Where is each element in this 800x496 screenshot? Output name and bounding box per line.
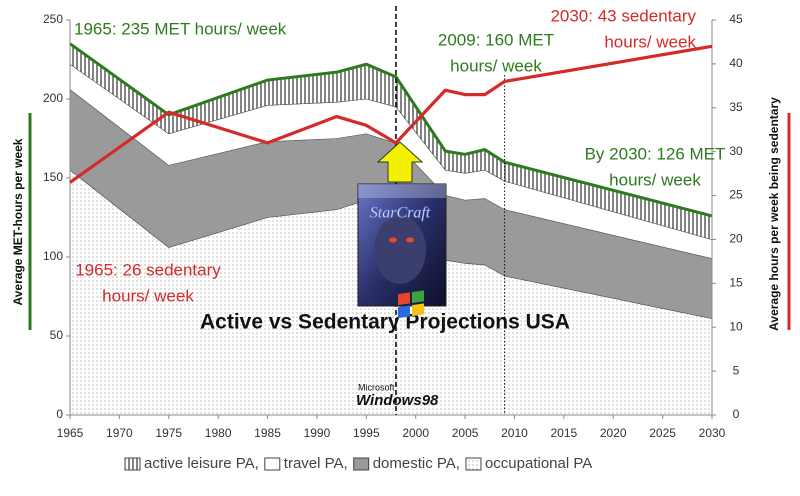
annotation: hours/ week (609, 170, 701, 189)
logo-tile (412, 303, 424, 317)
y-tick-label: 50 (50, 328, 64, 342)
legend: active leisure PA, travel PA, domestic PA,… (124, 455, 592, 472)
y-tick-label: 100 (43, 249, 63, 263)
annotation: 2009: 160 MET (438, 30, 554, 49)
x-tick-label: 1990 (304, 426, 331, 440)
annotation: 1965: 26 sedentary (75, 260, 221, 279)
legend-separator: , (344, 455, 348, 472)
y2-tick-label: 20 (729, 232, 743, 246)
x-tick-label: 2020 (600, 426, 627, 440)
arrow (376, 141, 424, 183)
box-band (358, 184, 446, 198)
x-tick-label: 1975 (155, 426, 182, 440)
logo-brand: Microsoft (358, 382, 395, 392)
y2-tick-label: 35 (729, 100, 743, 114)
line-series (69, 44, 713, 184)
x-tick-label: 2000 (402, 426, 429, 440)
y-axis-label: Average MET-hours per week (11, 138, 25, 305)
x-tick-label: 1985 (254, 426, 281, 440)
os-logo: Microsoft Windows98 (356, 290, 439, 409)
y-tick-label: 150 (43, 170, 63, 184)
y2-tick-label: 40 (729, 56, 743, 70)
annotation: hours/ week (604, 32, 696, 51)
legend-label: occupational PA (485, 455, 592, 472)
y2-tick-label: 30 (729, 144, 743, 158)
y-tick-label: 250 (43, 12, 63, 26)
annotation: hours/ week (102, 286, 194, 305)
box-art-eye (389, 237, 397, 243)
x-tick-label: 1965 (57, 426, 84, 440)
y2-axis-label: Average hours per week being sedentary (767, 97, 781, 331)
x-tick-label: 2025 (649, 426, 676, 440)
x-tick-label: 1995 (353, 426, 380, 440)
y2-tick-label: 15 (729, 276, 743, 290)
legend-label: domestic PA (373, 455, 456, 472)
legend-separator: , (255, 455, 259, 472)
y-tick-label: 200 (43, 91, 63, 105)
x-tick-label: 2005 (452, 426, 479, 440)
legend-label: active leisure PA (144, 455, 255, 472)
x-tick-label: 2010 (501, 426, 528, 440)
logo-tile (412, 290, 424, 304)
x-tick-label: 2030 (699, 426, 726, 440)
annotation: 2030: 43 sedentary (550, 6, 696, 25)
chart-title: Active vs Sedentary Projections USA (200, 311, 570, 334)
logo-name: Windows98 (356, 392, 439, 409)
logo-tile (398, 292, 410, 306)
logo-tile (398, 305, 410, 319)
y-tick-label: 0 (56, 407, 63, 421)
legend-separator: , (456, 455, 460, 472)
annotation: hours/ week (450, 56, 542, 75)
total-outline (69, 42, 713, 218)
x-tick-label: 1970 (106, 426, 133, 440)
y2-tick-label: 0 (733, 407, 740, 421)
annotation: 1965: 235 MET hours/ week (74, 19, 287, 38)
x-tick-label: 1980 (205, 426, 232, 440)
y2-tick-label: 10 (729, 319, 743, 333)
legend-swatch (465, 457, 482, 471)
overlay: StarCraft Microsoft Windows98 (356, 141, 447, 409)
legend-swatch (124, 457, 141, 471)
y2-tick-label: 25 (729, 188, 743, 202)
y2-tick-label: 45 (729, 12, 743, 26)
legend-swatch (264, 457, 281, 471)
box-art-eye (406, 237, 414, 243)
box-logo: StarCraft (370, 205, 431, 222)
x-tick-label: 2015 (550, 426, 577, 440)
legend-label: travel PA (284, 455, 344, 472)
game-box: StarCraft (357, 183, 447, 307)
legend-swatch (353, 457, 370, 471)
y2-tick-label: 5 (733, 363, 740, 377)
box-art (374, 216, 426, 284)
annotation: By 2030: 126 MET (585, 144, 726, 163)
